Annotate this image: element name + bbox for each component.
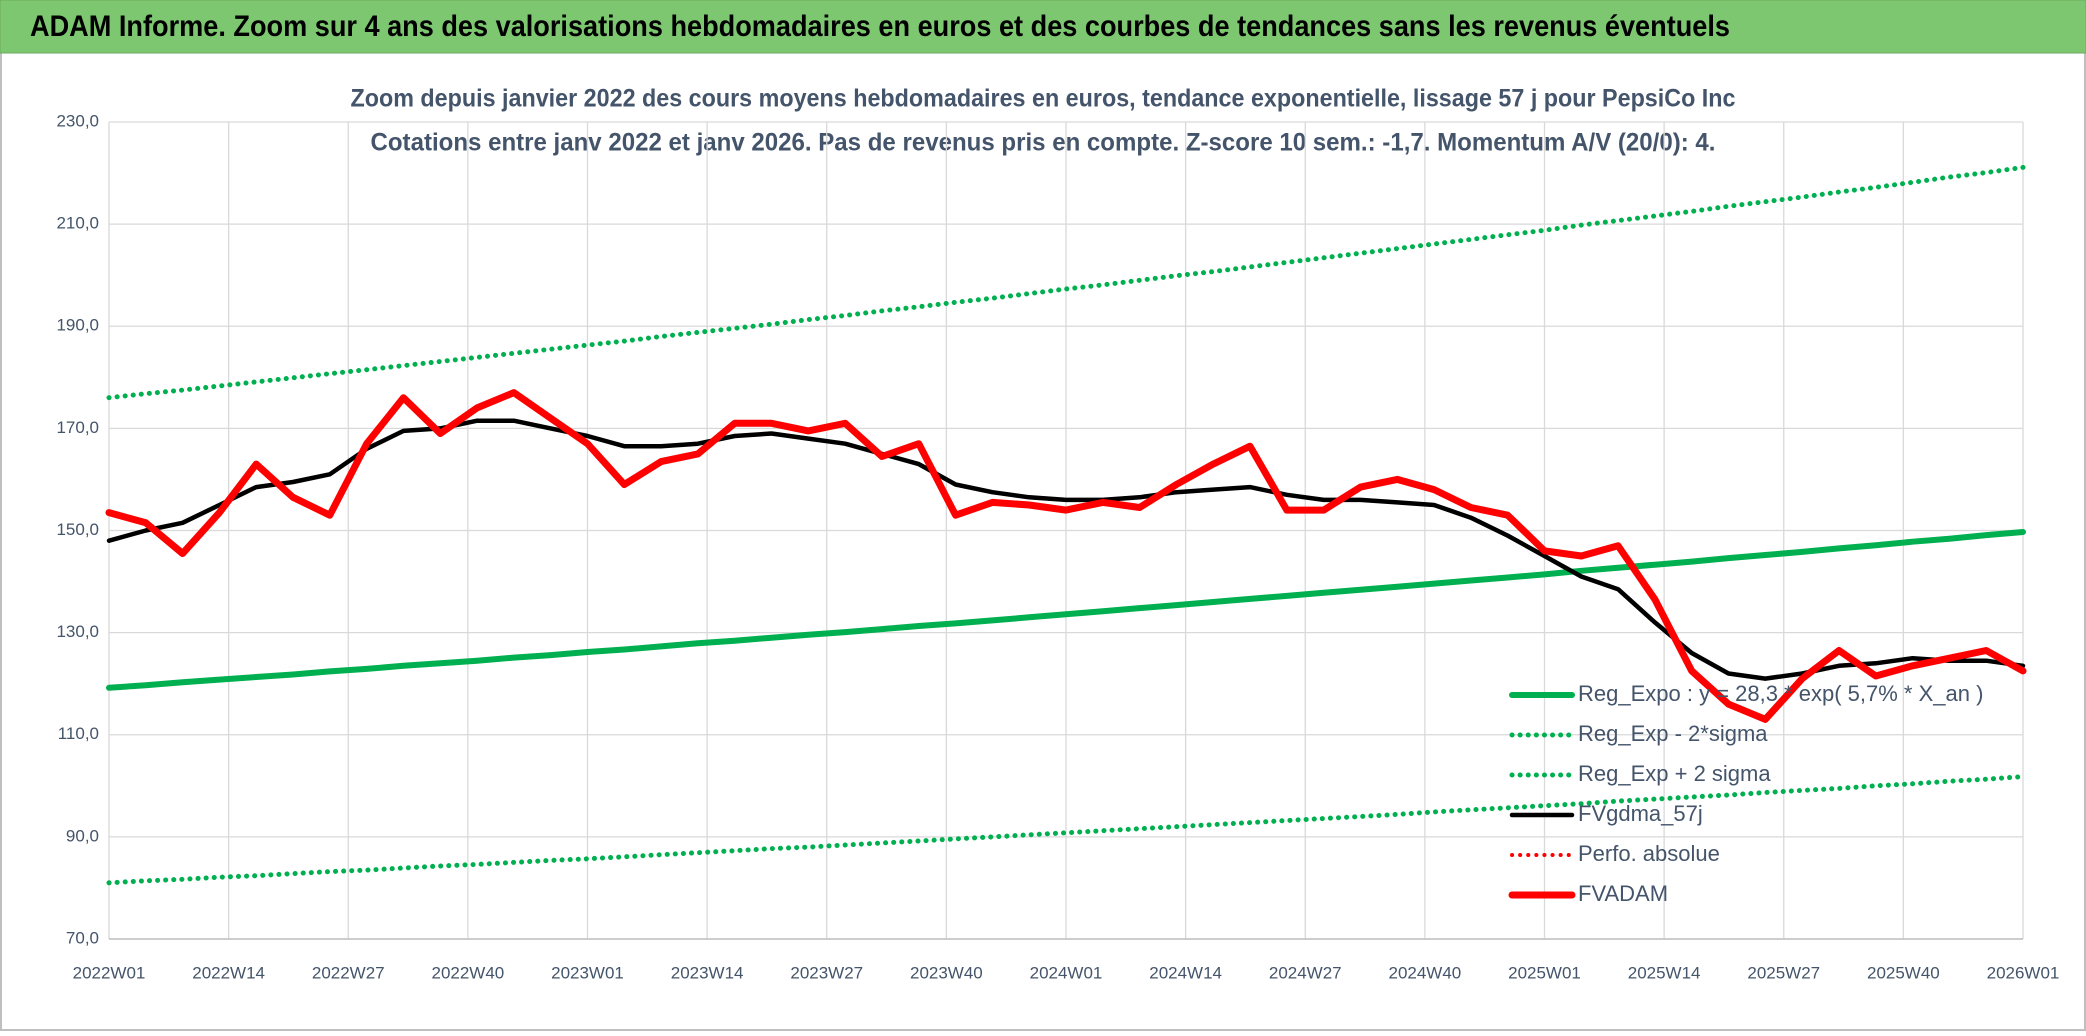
header: ADAM Informe. Zoom sur 4 ans des valoris… xyxy=(30,10,1730,43)
legend-label: FVgdma_57j xyxy=(1578,801,1703,826)
legend: Reg_Expo : y = 28,3 * exp( 5,7% * X_an )… xyxy=(1508,681,1983,906)
legend-label: Reg_Exp + 2 sigma xyxy=(1578,761,1771,786)
x-tick-label: 2023W14 xyxy=(671,963,744,982)
y-tick-label: 230,0 xyxy=(56,111,99,130)
legend-label: FVADAM xyxy=(1578,881,1668,906)
x-tick-label: 2024W01 xyxy=(1030,963,1103,982)
x-tick-label: 2023W27 xyxy=(790,963,863,982)
legend-label: Perfo. absolue xyxy=(1578,841,1720,866)
plot-area xyxy=(105,164,2027,886)
y-tick-label: 130,0 xyxy=(56,622,99,641)
legend-label: Reg_Exp - 2*sigma xyxy=(1578,721,1768,746)
x-tick-label: 2026W01 xyxy=(1987,963,2060,982)
chart-subtitle: Cotations entre janv 2022 et janv 2026. … xyxy=(371,129,1716,157)
x-tick-label: 2024W27 xyxy=(1269,963,1342,982)
chart-title: Zoom depuis janvier 2022 des cours moyen… xyxy=(351,85,1736,113)
x-tick-label: 2025W40 xyxy=(1867,963,1940,982)
x-tick-label: 2025W14 xyxy=(1628,963,1701,982)
y-tick-label: 70,0 xyxy=(66,928,99,947)
y-tick-label: 90,0 xyxy=(66,826,99,845)
grid: 70,0 90,0 110,0 130,0 150,0 170,0 190,0 210,0 23… xyxy=(56,111,2059,982)
x-tick-label: 2022W01 xyxy=(73,963,146,982)
y-tick-label: 210,0 xyxy=(56,214,99,233)
y-tick-label: 170,0 xyxy=(56,418,99,437)
y-tick-label: 110,0 xyxy=(58,724,99,743)
series-line xyxy=(106,418,2026,681)
y-tick-label: 150,0 xyxy=(56,520,99,539)
series-line xyxy=(106,164,2026,401)
x-tick-label: 2022W40 xyxy=(431,963,504,982)
series-line xyxy=(105,389,2027,723)
x-tick-label: 2023W01 xyxy=(551,963,624,982)
series-line xyxy=(106,529,2026,691)
x-tick-label: 2025W01 xyxy=(1508,963,1581,982)
y-tick-label: 190,0 xyxy=(56,316,99,335)
x-tick-label: 2023W40 xyxy=(910,963,983,982)
x-tick-label: 2022W27 xyxy=(312,963,385,982)
series-line xyxy=(106,774,2026,886)
header-bar xyxy=(0,0,2086,54)
x-tick-label: 2025W27 xyxy=(1747,963,1820,982)
legend-label: Reg_Expo : y = 28,3 * exp( 5,7% * X_an ) xyxy=(1578,681,1983,706)
x-tick-label: 2022W14 xyxy=(192,963,265,982)
x-tick-label: 2024W14 xyxy=(1149,963,1222,982)
x-tick-label: 2024W40 xyxy=(1388,963,1461,982)
